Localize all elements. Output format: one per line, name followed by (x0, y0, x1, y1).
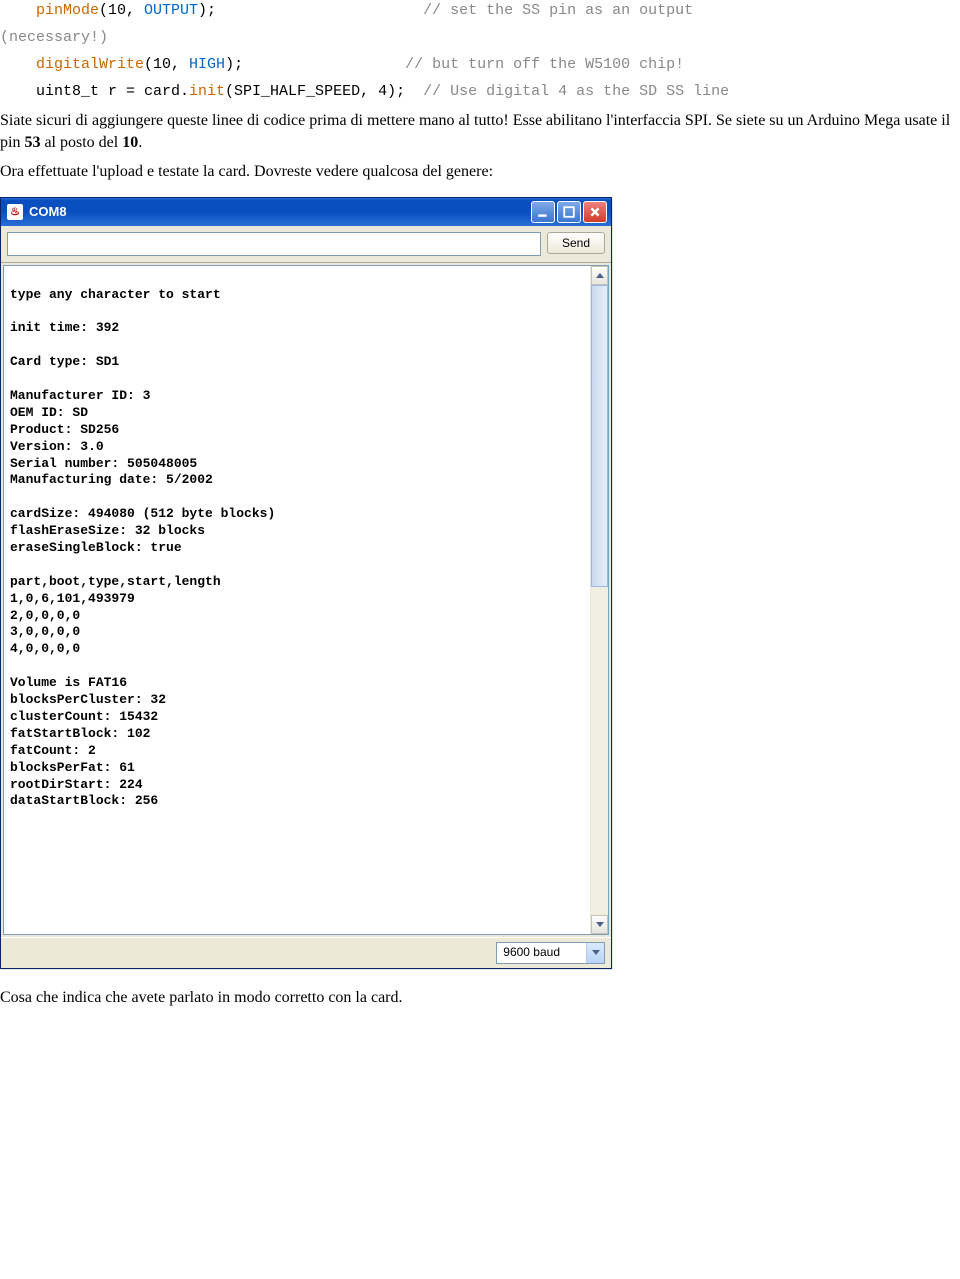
java-icon: ♨ (7, 204, 23, 220)
minimize-button[interactable] (531, 201, 555, 223)
scrollbar[interactable] (590, 266, 608, 934)
statusbar: 9600 baud (1, 937, 611, 968)
code-line-1: pinMode(10, OUTPUT); // set the SS pin a… (0, 0, 960, 21)
serial-input[interactable] (7, 232, 541, 256)
chevron-down-icon[interactable] (586, 943, 604, 963)
scroll-up-button[interactable] (591, 266, 608, 285)
send-button[interactable]: Send (547, 232, 605, 254)
close-button[interactable] (583, 201, 607, 223)
paragraph-1: Siate sicuri di aggiungere queste linee … (0, 110, 960, 153)
code-line-4: uint8_t r = card.init(SPI_HALF_SPEED, 4)… (0, 81, 960, 102)
scroll-track[interactable] (591, 285, 608, 915)
titlebar[interactable]: ♨ COM8 (1, 198, 611, 226)
baud-select[interactable]: 9600 baud (496, 942, 605, 964)
toolbar: Send (1, 226, 611, 263)
maximize-button[interactable] (557, 201, 581, 223)
scroll-thumb[interactable] (591, 285, 608, 587)
baud-value: 9600 baud (497, 943, 586, 963)
serial-output[interactable]: type any character to start init time: 3… (4, 266, 590, 934)
window-title: COM8 (29, 204, 531, 219)
paragraph-3: Cosa che indica che avete parlato in mod… (0, 987, 960, 1009)
code-line-3: digitalWrite(10, HIGH); // but turn off … (0, 54, 960, 75)
paragraph-2: Ora effettuate l'upload e testate la car… (0, 161, 960, 183)
code-line-2: (necessary!) (0, 27, 960, 48)
serial-monitor-window: ♨ COM8 Send type any character to start … (0, 197, 612, 969)
scroll-down-button[interactable] (591, 915, 608, 934)
